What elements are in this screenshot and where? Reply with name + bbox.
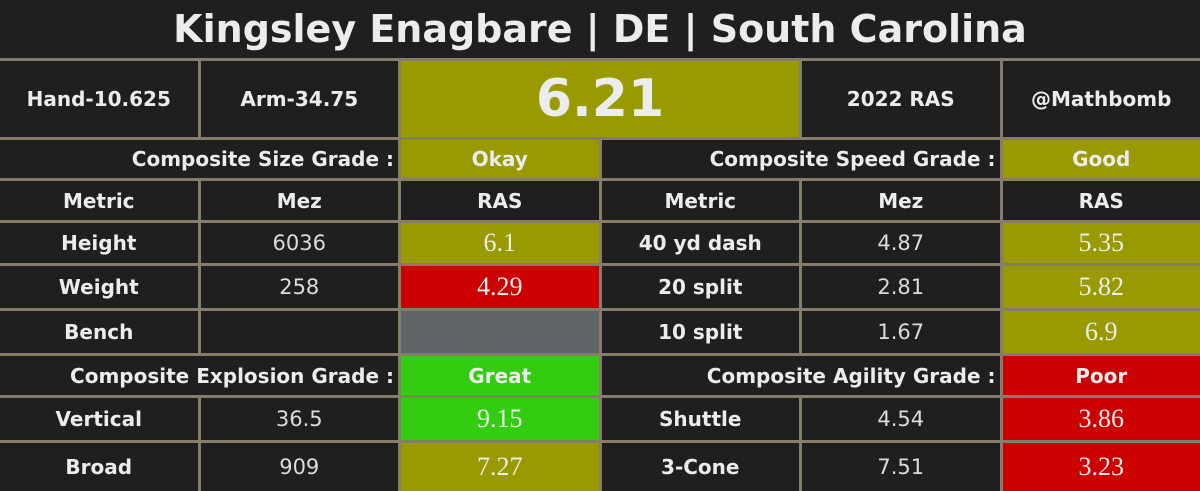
column-header: Mez [200,181,398,220]
metric: 10 split [601,311,799,353]
mez-value: 7.51 [802,443,1000,491]
composite-label: Composite Explosion Grade : [0,356,398,395]
ras-value: 9.15 [401,398,599,440]
metric: Broad [0,443,198,491]
metric: Shuttle [601,398,799,440]
composite-grade: Great [401,356,599,395]
ras-value: 3.86 [1002,398,1200,440]
metric: 3-Cone [601,443,799,491]
hand: Hand-10.625 [0,61,198,137]
composite-label: Composite Agility Grade : [601,356,1000,395]
ras-value: 6.9 [1002,311,1200,353]
ras-value: 5.35 [1002,223,1200,263]
column-header: Mez [802,181,1000,220]
year: 2022 RAS [802,61,1000,137]
mez-value: 4.54 [802,398,1000,440]
column-header: Metric [601,181,799,220]
metric: Weight [0,266,198,308]
ras-score: 6.21 [401,61,799,137]
mez-value: 1.67 [802,311,1000,353]
ras-value [401,311,599,353]
column-header: RAS [1002,181,1200,220]
metric: Vertical [0,398,198,440]
mez-value [200,311,398,353]
mez-value: 6036 [200,223,398,263]
ras-value: 7.27 [401,443,599,491]
column-header: RAS [401,181,599,220]
mez-value: 909 [200,443,398,491]
mez-value: 36.5 [200,398,398,440]
ras-value: 6.1 [401,223,599,263]
metric: 40 yd dash [601,223,799,263]
ras-value: 3.23 [1002,443,1200,491]
metric: 20 split [601,266,799,308]
ras-value: 4.29 [401,266,599,308]
ras-value: 5.82 [1002,266,1200,308]
metric: Bench [0,311,198,353]
mez-value: 258 [200,266,398,308]
column-header: Metric [0,181,198,220]
mez-value: 4.87 [802,223,1000,263]
arm: Arm-34.75 [200,61,398,137]
credit: @Mathbomb [1002,61,1200,137]
composite-grade: Okay [401,140,599,178]
mez-value: 2.81 [802,266,1000,308]
composite-grade: Poor [1002,356,1200,395]
composite-label: Composite Speed Grade : [601,140,1000,178]
metric: Height [0,223,198,263]
title: Kingsley Enagbare | DE | South Carolina [0,0,1200,58]
composite-label: Composite Size Grade : [0,140,398,178]
composite-grade: Good [1002,140,1200,178]
